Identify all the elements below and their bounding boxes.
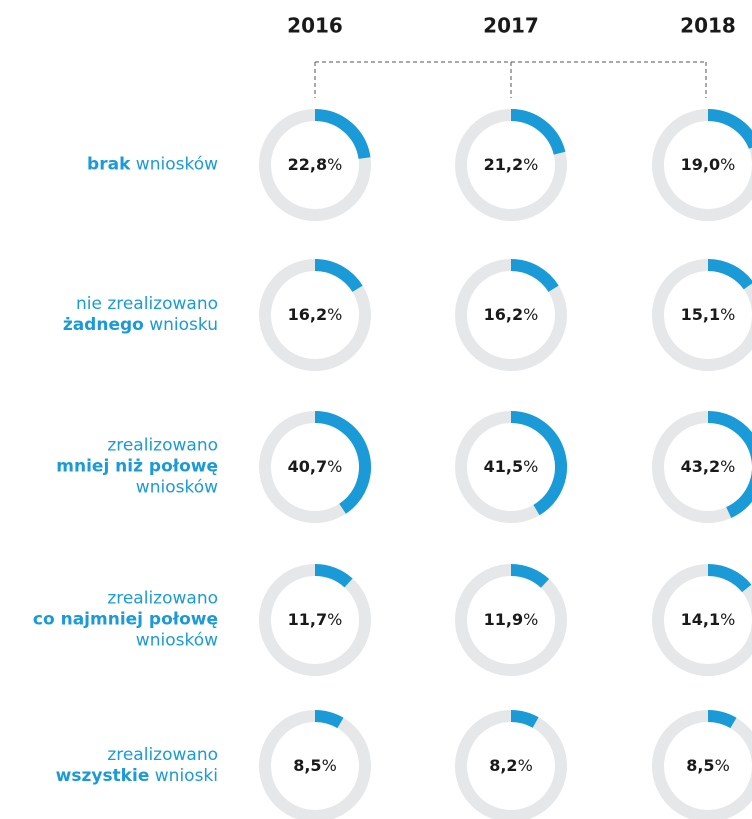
- row-label-line: zrealizowano: [0, 745, 218, 766]
- donut-arc: [314, 259, 363, 293]
- row-label-text: zrealizowano: [107, 745, 218, 765]
- donut-arc: [510, 411, 567, 516]
- value-number: 15,1: [681, 305, 720, 324]
- value-number: 41,5: [484, 457, 523, 476]
- row-label-line: brak wniosków: [0, 155, 218, 176]
- row-label-line: mniej niż połowę: [0, 457, 218, 478]
- value-unit: %: [523, 155, 538, 174]
- value-unit: %: [720, 305, 735, 324]
- donut-arc: [314, 564, 353, 588]
- value-unit: %: [327, 610, 342, 629]
- year-header: 2018: [680, 14, 736, 38]
- value-number: 19,0: [681, 155, 720, 174]
- row-label: brak wniosków: [0, 155, 218, 176]
- value-label: 40,7%: [288, 457, 343, 476]
- row-label: zrealizowano co najmniej połowę wniosków: [0, 589, 218, 652]
- value-label: 16,2%: [288, 305, 343, 324]
- value-unit: %: [327, 155, 342, 174]
- row-label-text: nie zrealizowano: [75, 294, 218, 314]
- row-label-line: wniosków: [0, 631, 218, 652]
- donut-arc: [314, 109, 371, 160]
- value-label: 11,7%: [288, 610, 343, 629]
- value-unit: %: [523, 610, 538, 629]
- value-label: 21,2%: [484, 155, 539, 174]
- value-number: 21,2: [484, 155, 523, 174]
- row-label-text: wszystkie: [55, 766, 150, 786]
- donut-arc: [707, 109, 752, 150]
- row-label-line: nie zrealizowano: [0, 294, 218, 315]
- donut-arc: [314, 411, 371, 514]
- year-bracket: [314, 61, 707, 98]
- row-label-text: brak: [87, 154, 131, 175]
- value-number: 14,1: [681, 610, 720, 629]
- row-label-line: zrealizowano: [0, 436, 218, 457]
- row-label-text: wniosków: [135, 477, 218, 498]
- value-number: 40,7: [288, 457, 327, 476]
- value-label: 19,0%: [681, 155, 736, 174]
- value-label: 16,2%: [484, 305, 539, 324]
- value-number: 22,8: [288, 155, 327, 174]
- value-unit: %: [518, 756, 533, 775]
- value-number: 11,7: [288, 610, 327, 629]
- row-label-text: zrealizowano: [107, 435, 218, 456]
- row-label: nie zrealizowano żadnego wniosku: [0, 294, 218, 336]
- donut-arc: [707, 259, 752, 290]
- row-label-line: zrealizowano: [0, 589, 218, 610]
- row-label-line: żadnego wniosku: [0, 315, 218, 336]
- value-unit: %: [327, 305, 342, 324]
- value-unit: %: [715, 756, 730, 775]
- row-label: zrealizowano mniej niż połowę wniosków: [0, 436, 218, 499]
- value-label: 8,2%: [489, 756, 533, 775]
- value-number: 43,2: [681, 457, 720, 476]
- value-label: 14,1%: [681, 610, 736, 629]
- donut-arc: [707, 710, 737, 729]
- value-unit: %: [523, 457, 538, 476]
- row-label-text: wniosku: [149, 315, 218, 335]
- value-label: 8,5%: [293, 756, 337, 775]
- value-label: 8,5%: [686, 756, 730, 775]
- donut-arc: [510, 564, 550, 588]
- row-label-text: wnioski: [154, 766, 218, 786]
- row-label: zrealizowano wszystkie wnioski: [0, 745, 218, 787]
- donut-arc: [707, 411, 752, 518]
- value-label: 22,8%: [288, 155, 343, 174]
- donut-arc: [314, 710, 344, 729]
- row-label-line: wniosków: [0, 478, 218, 499]
- year-header: 2017: [483, 14, 539, 38]
- value-number: 11,9: [484, 610, 523, 629]
- row-label-text: żadnego: [62, 315, 144, 335]
- row-label-line: co najmniej połowę: [0, 610, 218, 631]
- value-number: 16,2: [288, 305, 327, 324]
- row-label-text: zrealizowano: [107, 588, 218, 609]
- row-label-text: co najmniej połowę: [32, 609, 218, 630]
- year-header: 2016: [287, 14, 343, 38]
- donut-arc: [510, 259, 559, 293]
- value-unit: %: [720, 457, 735, 476]
- value-label: 41,5%: [484, 457, 539, 476]
- row-label-line: wszystkie wnioski: [0, 766, 218, 787]
- value-number: 16,2: [484, 305, 523, 324]
- row-label-text: wniosków: [135, 154, 218, 175]
- donut-arc: [510, 109, 566, 155]
- value-unit: %: [327, 457, 342, 476]
- value-number: 8,5: [293, 756, 321, 775]
- donut-arc: [510, 710, 539, 728]
- donut-arc: [707, 564, 752, 593]
- row-label-text: mniej niż połowę: [56, 456, 218, 477]
- value-unit: %: [523, 305, 538, 324]
- value-label: 15,1%: [681, 305, 736, 324]
- value-label: 43,2%: [681, 457, 736, 476]
- value-number: 8,2: [489, 756, 517, 775]
- value-unit: %: [720, 155, 735, 174]
- value-unit: %: [720, 610, 735, 629]
- value-number: 8,5: [686, 756, 714, 775]
- value-unit: %: [322, 756, 337, 775]
- row-label-text: wniosków: [135, 630, 218, 651]
- value-label: 11,9%: [484, 610, 539, 629]
